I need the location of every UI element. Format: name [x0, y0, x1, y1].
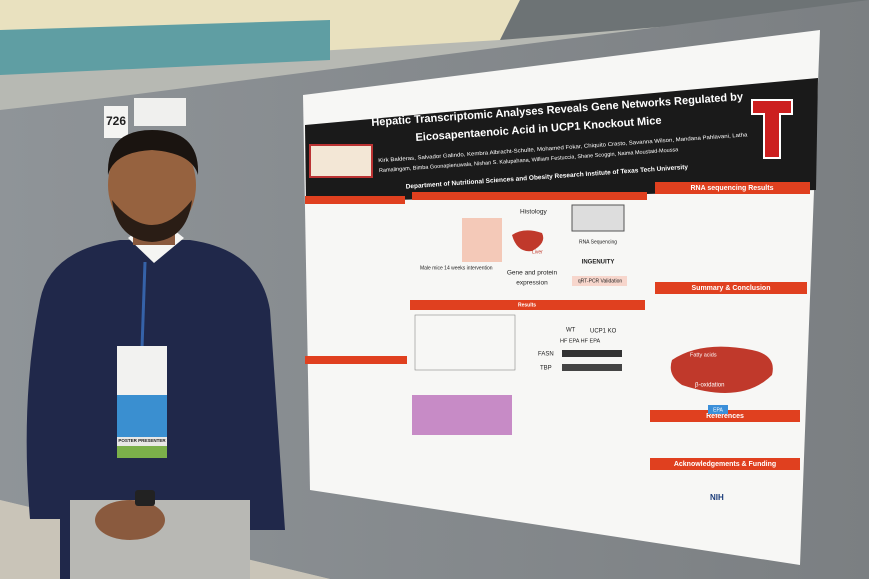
label: INGENUITY	[582, 260, 615, 266]
section-title: Results	[518, 302, 536, 308]
histology-image	[412, 395, 512, 435]
label: WT	[566, 328, 576, 334]
tt-logo	[751, 99, 793, 159]
hair	[107, 130, 199, 175]
section-bar	[412, 192, 647, 200]
label: RNA Sequencing	[579, 239, 617, 245]
section-title: Acknowledgements & Funding	[674, 461, 776, 468]
blot-band	[562, 350, 622, 357]
section-bar	[305, 196, 405, 204]
badge-ribbons	[117, 395, 167, 437]
label: Fatty acids	[690, 352, 717, 358]
label: TBP	[540, 366, 552, 372]
name-card	[134, 98, 186, 126]
label: HF EPA HF EPA	[560, 338, 600, 344]
label: expression	[516, 280, 548, 287]
label: EPA	[713, 407, 723, 413]
diet-box	[462, 218, 502, 262]
section-title: Summary & Conclusion	[692, 285, 771, 292]
liver-icon	[512, 230, 544, 252]
label: Male mice 14 weeks intervention	[420, 265, 493, 271]
blot-band	[562, 364, 622, 371]
section-bar	[305, 356, 407, 364]
badge-ribbon	[117, 446, 167, 458]
section-bar	[650, 410, 800, 422]
lanyard	[140, 261, 147, 349]
liver-diagram	[670, 346, 773, 393]
section-bar	[655, 182, 810, 194]
booth-number: 726	[106, 114, 126, 128]
section-title: RNA sequencing Results	[691, 185, 774, 192]
chart-figure	[414, 314, 516, 371]
badge-role: POSTER PRESENTER	[118, 438, 166, 443]
label: Gene and protein	[507, 270, 558, 277]
badge-ribbon	[117, 437, 167, 446]
label: Histology	[520, 209, 547, 216]
title-band	[305, 78, 818, 202]
label: FASN	[538, 352, 554, 358]
label: qRT-PCR Validation	[578, 278, 622, 284]
section-bar	[655, 282, 807, 294]
hall-banner	[0, 20, 330, 75]
section-bar	[650, 458, 800, 470]
logo	[309, 144, 373, 178]
label: Liver	[532, 249, 543, 255]
face	[108, 133, 196, 237]
sequencer	[571, 204, 625, 232]
qpcr-box	[572, 276, 627, 286]
ceiling	[500, 0, 869, 40]
label: NIH	[710, 493, 724, 502]
section-bar	[410, 300, 645, 310]
section-title: References	[706, 413, 744, 420]
label: β-oxidation	[695, 383, 724, 389]
epa-box	[708, 405, 728, 414]
label: UCP1 KO	[590, 329, 617, 335]
booth-card	[104, 106, 128, 138]
hands	[95, 500, 165, 540]
beard	[112, 200, 192, 242]
watch	[135, 490, 155, 506]
